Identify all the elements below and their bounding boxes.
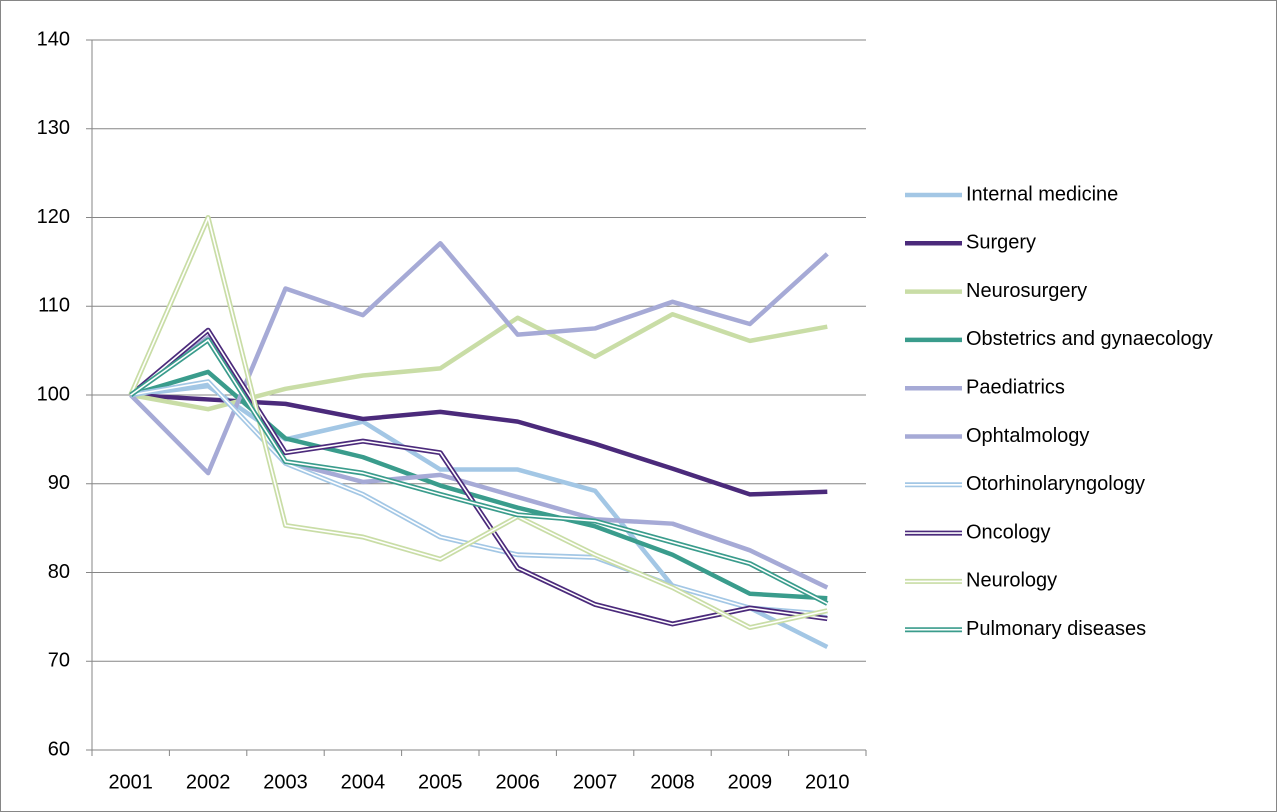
y-tick-label: 60 bbox=[48, 738, 70, 760]
series-line-inner bbox=[130, 380, 828, 616]
y-tick-label: 140 bbox=[37, 28, 70, 50]
legend-label: Otorhinolaryngology bbox=[966, 473, 1145, 495]
series-line-inner bbox=[130, 339, 828, 605]
y-tick-label: 100 bbox=[37, 383, 70, 405]
legend-label: Oncology bbox=[966, 521, 1051, 543]
y-tick-label: 110 bbox=[38, 295, 70, 317]
y-tick-label: 130 bbox=[37, 117, 70, 139]
x-tick-label: 2005 bbox=[418, 771, 463, 793]
x-tick-label: 2003 bbox=[263, 771, 308, 793]
series-line-inner bbox=[129, 216, 828, 629]
legend-label: Internal medicine bbox=[966, 183, 1118, 205]
y-tick-label: 80 bbox=[48, 561, 70, 583]
legend-label: Paediatrics bbox=[966, 376, 1065, 398]
x-tick-label: 2008 bbox=[650, 771, 695, 793]
y-tick-label: 120 bbox=[37, 206, 70, 228]
legend-label: Obstetrics and gynaecology bbox=[966, 328, 1213, 350]
series-line-inner bbox=[130, 329, 828, 625]
y-tick-label: 90 bbox=[48, 472, 70, 494]
x-tick-label: 2002 bbox=[186, 771, 231, 793]
x-tick-label: 2007 bbox=[573, 771, 618, 793]
legend-label: Pulmonary diseases bbox=[966, 618, 1146, 640]
legend-label: Neurology bbox=[966, 570, 1057, 592]
y-tick-label: 70 bbox=[48, 650, 70, 672]
legend-label: Ophtalmology bbox=[966, 425, 1089, 447]
x-tick-label: 2010 bbox=[805, 771, 850, 793]
x-tick-label: 2009 bbox=[728, 771, 773, 793]
legend-label: Surgery bbox=[966, 232, 1036, 254]
legend-label: Neurosurgery bbox=[966, 280, 1087, 302]
x-tick-label: 2001 bbox=[108, 771, 153, 793]
x-tick-label: 2004 bbox=[341, 771, 386, 793]
x-tick-label: 2006 bbox=[495, 771, 540, 793]
